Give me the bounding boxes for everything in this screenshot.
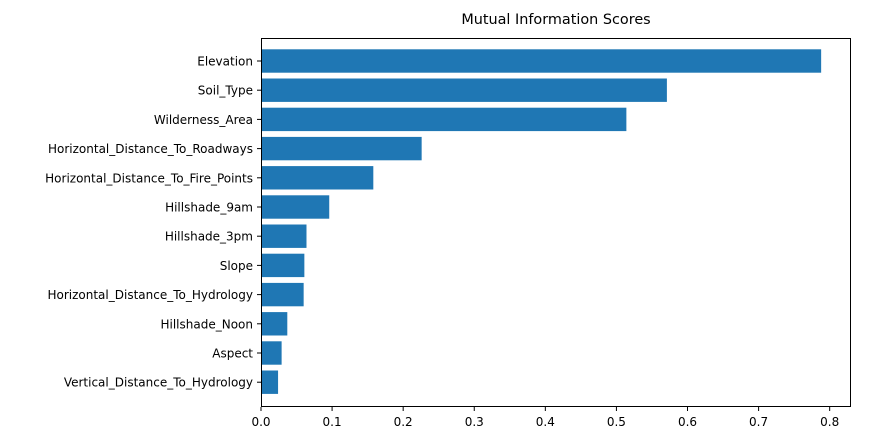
y-tick-label: Soil_Type	[198, 84, 253, 98]
bar-slope	[261, 253, 305, 278]
x-tick-label: 0.4	[536, 415, 555, 429]
chart-title: Mutual Information Scores	[461, 12, 650, 28]
y-tick-label: Hillshade_3pm	[165, 230, 253, 244]
y-tick-label: Wilderness_Area	[154, 113, 253, 127]
y-tick-label: Slope	[220, 259, 253, 273]
bar-hillshade-9am	[261, 195, 330, 219]
bar-hillshade-3pm	[261, 224, 307, 248]
bar-aspect	[261, 341, 282, 365]
y-tick-label: Horizontal_Distance_To_Roadways	[48, 142, 253, 156]
x-tick-label: 0.0	[251, 415, 270, 429]
x-tick-label: 0.3	[465, 415, 484, 429]
bar-vertical-distance-to-hydrology	[261, 370, 279, 394]
x-tick-label: 0.6	[678, 415, 697, 429]
y-tick-label: Hillshade_Noon	[160, 317, 253, 331]
bar-soil-type	[261, 78, 667, 102]
y-tick-labels: Elevation Soil_Type Wilderness_Area Horizon…	[45, 55, 261, 390]
y-tick-label: Vertical_Distance_To_Hydrology	[64, 376, 253, 390]
bar-hillshade-noon	[261, 312, 288, 336]
y-tick-label: Horizontal_Distance_To_Fire_Points	[45, 171, 253, 185]
x-tick-label: 0.7	[749, 415, 768, 429]
x-tick-label: 0.8	[820, 415, 839, 429]
y-tick-label: Hillshade_9am	[165, 201, 253, 215]
y-tick-label: Elevation	[197, 55, 253, 69]
bar-series	[261, 49, 822, 394]
bar-horizontal-distance-to-fire-points	[261, 166, 374, 190]
plot-frame	[261, 38, 851, 407]
y-tick-label: Horizontal_Distance_To_Hydrology	[47, 288, 253, 302]
bar-wilderness-area	[261, 107, 627, 132]
y-tick-label: Aspect	[212, 347, 253, 361]
bar-elevation	[261, 49, 822, 73]
x-tick-label: 0.2	[394, 415, 413, 429]
x-tick-label: 0.5	[607, 415, 626, 429]
x-tick-label: 0.1	[323, 415, 342, 429]
bar-horizontal-distance-to-hydrology	[261, 282, 304, 307]
x-axis-ticks: 0.0 0.1 0.2 0.3 0.4 0.5 0.6 0.7 0.8	[251, 407, 839, 429]
bar-horizontal-distance-to-roadways	[261, 136, 422, 161]
